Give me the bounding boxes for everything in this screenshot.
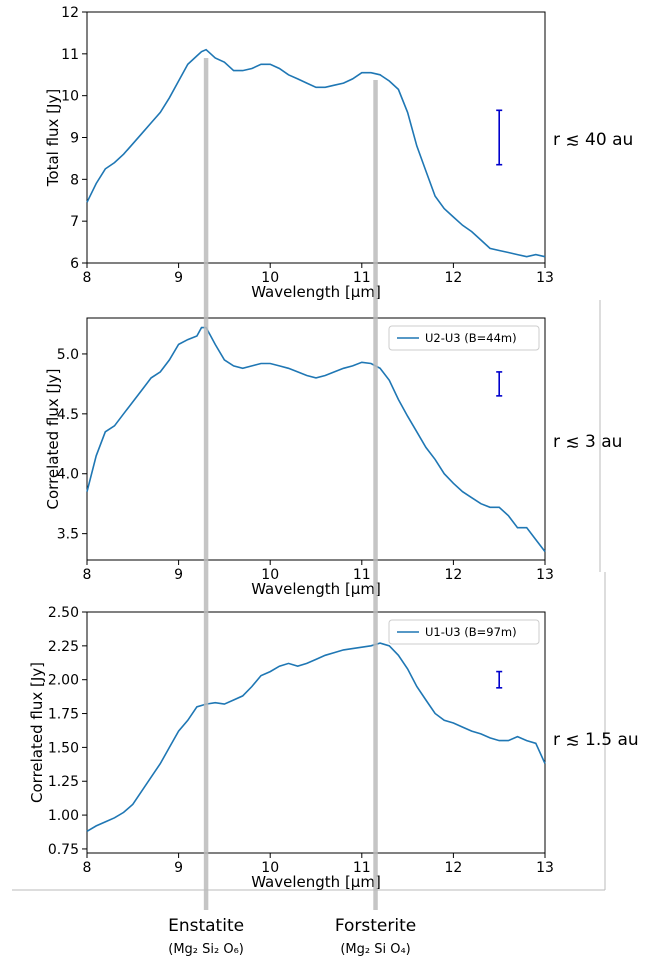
x-tick-label: 8: [83, 860, 92, 876]
y-tick-label: 1.75: [48, 707, 79, 723]
y-tick-label: 1.25: [48, 774, 79, 790]
error-bar: [496, 371, 503, 397]
y-tick-label: 1.00: [48, 808, 79, 824]
x-tick-label: 8: [83, 270, 92, 286]
region-label: r ≲ 3 au: [553, 432, 622, 452]
y-axis-label: Correlated flux [Jy]: [44, 369, 62, 510]
legend-box: [388, 619, 540, 645]
legend: U1-U3 (B=97m): [388, 619, 540, 645]
x-tick-label: 12: [444, 270, 462, 286]
x-tick-label: 12: [444, 860, 462, 876]
region-label: r ≲ 1.5 au: [553, 730, 639, 750]
plot-area: [86, 11, 546, 264]
error-bar: [496, 109, 503, 166]
legend-box: [388, 325, 540, 351]
y-tick-label: 4.0: [57, 467, 79, 483]
x-tick-label: 11: [353, 860, 371, 876]
error-bar: [496, 670, 503, 689]
y-tick-label: 2.50: [48, 605, 79, 621]
x-tick-label: 10: [261, 860, 279, 876]
x-axis-label: Wavelength [μm]: [251, 580, 381, 598]
y-tick-label: 2.00: [48, 673, 79, 689]
panel-1: 8 9 10 11 12 13 6 7 8 9 10 11 12 Wavelength [μm] Total…: [44, 5, 633, 301]
y-tick-label: 7: [70, 214, 79, 230]
y-tick-label: 11: [61, 47, 79, 63]
panel-2: 8 9 10 11 12 13 3.5 4.0 4.5 5.0 Wavelength [μm] Cor…: [44, 317, 622, 598]
legend-label: U2-U3 (B=44m): [425, 331, 517, 345]
series-line: [86, 48, 546, 258]
legend-label: U1-U3 (B=97m): [425, 625, 517, 639]
legend: U2-U3 (B=44m): [388, 325, 540, 351]
feature-formula: (Mg₂ Si₂ O₆): [168, 942, 244, 957]
x-tick-label: 9: [174, 860, 183, 876]
series-line: [86, 326, 546, 553]
plot-area: [86, 611, 546, 854]
x-tick-label: 13: [536, 270, 554, 286]
y-tick-label: 1.50: [48, 740, 79, 756]
x-tick-label: 13: [536, 567, 554, 583]
x-tick-label: 9: [174, 567, 183, 583]
feature-name: Forsterite: [335, 916, 416, 936]
plot-area: [86, 317, 546, 561]
x-tick-label: 10: [261, 567, 279, 583]
feature-formula: (Mg₂ Si O₄): [340, 942, 410, 957]
y-axis-label: Correlated flux [Jy]: [28, 662, 46, 803]
y-tick-label: 6: [70, 256, 79, 272]
y-tick-label: 3.5: [57, 527, 79, 543]
x-tick-label: 9: [174, 270, 183, 286]
x-tick-label: 11: [353, 270, 371, 286]
y-tick-label: 8: [70, 172, 79, 188]
region-label: r ≲ 40 au: [553, 130, 633, 150]
x-tick-label: 10: [261, 270, 279, 286]
y-tick-label: 9: [70, 131, 79, 147]
x-tick-label: 11: [353, 567, 371, 583]
x-axis-label: Wavelength [μm]: [251, 873, 381, 891]
y-tick-label: 10: [61, 89, 79, 105]
y-tick-label: 5.0: [57, 347, 79, 363]
y-axis-label: Total flux [Jy]: [44, 89, 62, 187]
x-axis-label: Wavelength [μm]: [251, 283, 381, 301]
panel-3: 8 9 10 11 12 13 0.75 1.00 1.25 1.50 1.75 2.00 2.25 2.…: [28, 605, 639, 891]
x-tick-label: 8: [83, 567, 92, 583]
x-tick-label: 13: [536, 860, 554, 876]
y-tick-label: 4.5: [57, 407, 79, 423]
x-tick-label: 12: [444, 567, 462, 583]
y-tick-label: 2.25: [48, 639, 79, 655]
feature-name: Enstatite: [168, 916, 244, 936]
series-line: [86, 642, 546, 832]
y-tick-label: 0.75: [48, 842, 79, 858]
y-tick-label: 12: [61, 5, 79, 21]
